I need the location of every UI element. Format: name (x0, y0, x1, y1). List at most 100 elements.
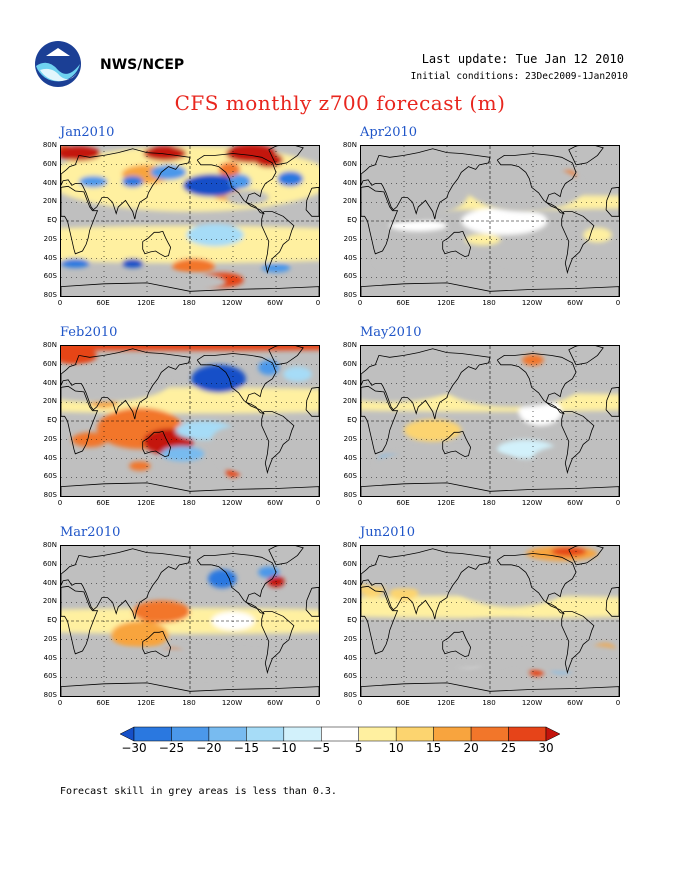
coastline (196, 553, 277, 615)
lat-tick-label: 40N (42, 578, 57, 587)
lat-tick-label: 80S (343, 491, 357, 499)
lon-tick-label: 120W (221, 699, 243, 707)
map-panel-may2010 (360, 345, 620, 497)
anomaly-blob (161, 446, 205, 462)
colorbar-tick-label: −25 (158, 741, 185, 755)
coastline (142, 630, 172, 658)
coastline (61, 185, 99, 255)
panel-title-apr2010: Apr2010 (360, 125, 418, 140)
lat-tick-label: 80N (42, 541, 57, 549)
low-skill-mask (497, 239, 569, 268)
colorbar-tick-label: 15 (425, 741, 442, 755)
anomaly-blob (71, 432, 108, 448)
lat-tick-label: 20S (343, 234, 357, 243)
lon-tick-label: 120W (221, 299, 243, 307)
lon-tick-label: 0 (615, 299, 621, 307)
coastline (561, 611, 595, 675)
anomaly-blob (583, 227, 612, 243)
lat-tick-label: 80S (43, 291, 57, 299)
coastline (261, 211, 295, 275)
coastline (361, 385, 399, 455)
coastline (442, 630, 472, 658)
lon-tick-label: 180 (182, 299, 196, 307)
lat-tick-label: 60S (43, 272, 57, 281)
low-skill-mask (375, 449, 519, 478)
lon-tick-label: 0 (357, 699, 363, 707)
colorbar-swatch (470, 726, 509, 742)
lat-tick-label: 40S (343, 653, 357, 662)
lon-tick-label: 60W (267, 299, 283, 307)
lat-tick-label: 80N (42, 141, 57, 149)
coastline (61, 348, 191, 420)
lat-tick-label: EQ (47, 216, 57, 224)
panel-title-jan2010: Jan2010 (60, 125, 115, 140)
coastline (142, 430, 172, 458)
lat-tick-label: 20N (42, 197, 57, 206)
anomaly-blob (283, 366, 312, 382)
colorbar-swatch (395, 726, 434, 742)
anomaly-field (361, 346, 619, 496)
lat-tick-label: 80S (43, 491, 57, 499)
coastline (61, 585, 99, 655)
coastline (268, 146, 304, 166)
map-panel-mar2010 (60, 545, 320, 697)
map-panel-apr2010 (360, 145, 620, 297)
lon-tick-label: 180 (182, 499, 196, 507)
coastline (261, 411, 295, 475)
org-name: NWS/NCEP (100, 57, 185, 73)
lon-tick-label: 0 (315, 299, 321, 307)
colorbar-tick-label: 20 (463, 741, 479, 755)
lat-tick-label: 20S (43, 234, 57, 243)
low-skill-mask (361, 164, 469, 221)
lon-tick-label: 120W (521, 699, 543, 707)
panel-title-jun2010: Jun2010 (360, 525, 416, 540)
low-skill-mask (139, 272, 226, 292)
colorbar-tick-label: −30 (121, 741, 147, 755)
last-update: Last update: Tue Jan 12 2010 (421, 52, 624, 66)
lat-tick-label: 40N (342, 378, 357, 387)
low-skill-mask (61, 555, 162, 603)
coastline (361, 548, 491, 620)
anomaly-blob (207, 569, 237, 589)
coastline (61, 482, 319, 496)
colorbar-tick-label: −10 (271, 741, 297, 755)
lat-tick-label: 20N (342, 597, 357, 606)
lon-tick-label: 180 (482, 499, 496, 507)
anomaly-field (61, 146, 319, 296)
lat-tick-label: 40S (343, 453, 357, 462)
coastline (361, 585, 399, 655)
low-skill-mask (568, 249, 619, 278)
lat-tick-label: 20S (43, 634, 57, 643)
lon-tick-label: 120E (137, 699, 155, 707)
coastline (605, 586, 619, 617)
coastline (561, 211, 595, 275)
lat-tick-label: 20N (342, 197, 357, 206)
anomaly-blob (78, 176, 108, 188)
coastline (568, 546, 604, 566)
lat-tick-label: 60S (43, 472, 57, 481)
anomaly-blob (121, 258, 144, 268)
lon-tick-label: 60E (396, 499, 410, 507)
lat-tick-label: 60N (342, 559, 357, 568)
lon-tick-label: 0 (357, 299, 363, 307)
lat-tick-label: 40N (42, 178, 57, 187)
lat-tick-label: 60N (342, 159, 357, 168)
coastline (496, 353, 577, 415)
coastline (442, 430, 472, 458)
anomaly-blob (389, 585, 419, 601)
lat-tick-label: 80N (42, 341, 57, 349)
lat-tick-label: 40S (43, 453, 57, 462)
lon-tick-label: 0 (57, 499, 63, 507)
anomaly-blob (229, 174, 251, 190)
coastline (268, 346, 304, 366)
colorbar-swatch (508, 726, 547, 742)
lon-tick-label: 0 (357, 499, 363, 507)
anomaly-blob (464, 234, 501, 246)
panel-title-feb2010: Feb2010 (60, 325, 118, 340)
lat-tick-label: 80S (343, 291, 357, 299)
coastline (568, 346, 604, 366)
anomaly-blob (277, 171, 304, 187)
map-panel-jan2010 (60, 145, 320, 297)
lon-tick-label: 120E (137, 299, 155, 307)
anomaly-blob (121, 176, 144, 188)
